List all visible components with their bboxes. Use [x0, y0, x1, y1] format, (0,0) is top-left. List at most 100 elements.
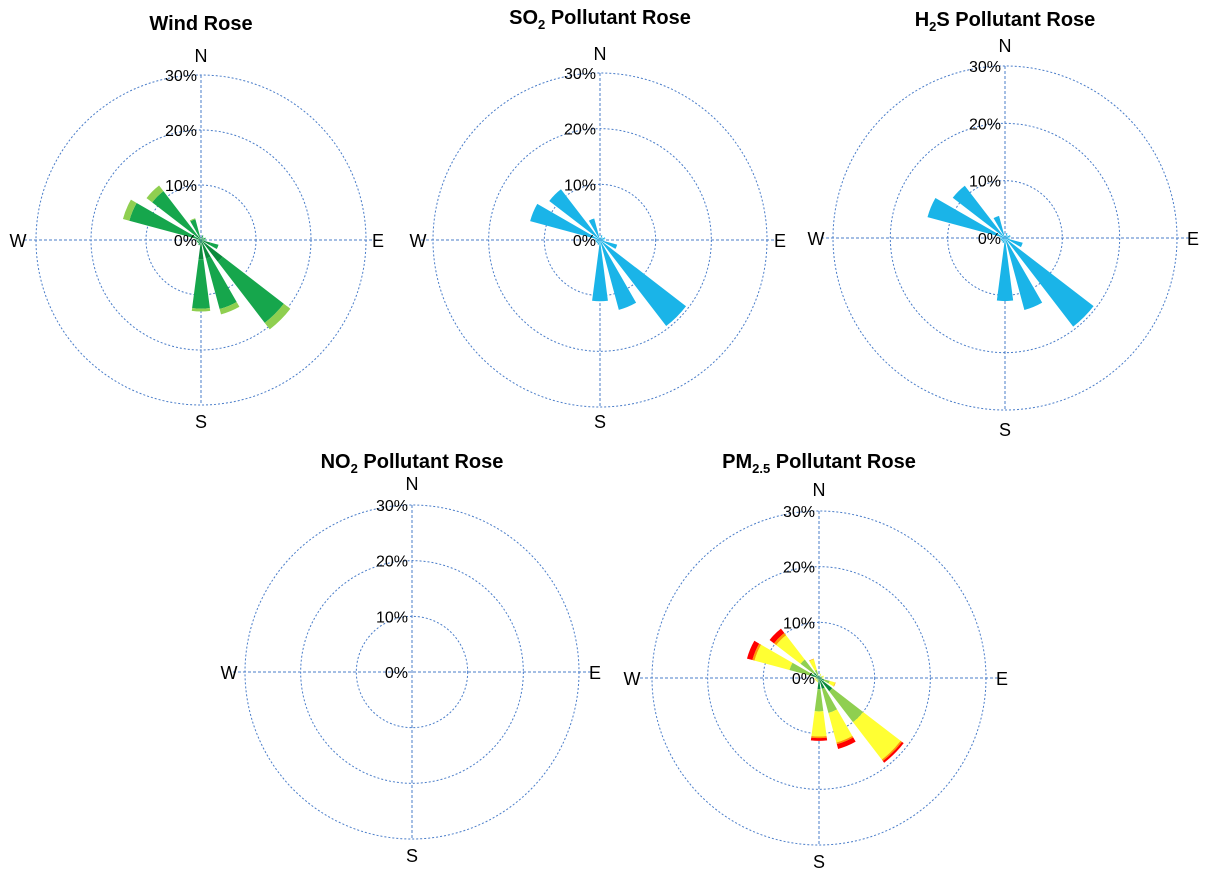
bar-ESE-s1: [823, 679, 830, 684]
ring-label: 20%: [564, 122, 596, 139]
cardinal-e: E: [996, 669, 1008, 689]
ring-label: 20%: [376, 554, 408, 571]
bar-NW-s2: [776, 635, 805, 664]
bar-NE-s0: [1005, 235, 1008, 238]
cardinal-e: E: [774, 231, 786, 251]
bar-NNE-s0: [600, 235, 603, 240]
bar-S-s0: [592, 240, 608, 302]
bar-E-s1: [203, 239, 206, 241]
bar-NW-s1: [152, 191, 197, 236]
bar-NNW-s0: [588, 218, 600, 240]
bar-W-s1: [196, 239, 198, 241]
bar-NE-s0: [819, 677, 820, 678]
bar-ENE-s2: [821, 675, 824, 678]
bar-NNW-s0: [199, 236, 201, 240]
bar-SSW-s0: [199, 240, 201, 244]
cardinal-e: E: [589, 663, 601, 683]
bar-WSW-s2: [814, 678, 817, 681]
bar-SE-s0: [819, 678, 833, 692]
bar-WNW-s4: [746, 640, 760, 661]
bar-SE-s4: [882, 741, 904, 763]
ring-label: 0%: [978, 231, 1001, 248]
bar-S-s2: [191, 308, 211, 312]
bar-NE-s1: [819, 676, 821, 678]
bar-SW-s0: [1001, 238, 1005, 242]
rose-panel-4: PM2.5 Pollutant Rose 0% 10% 20% 30% N S W E: [624, 451, 1009, 872]
bar-E-s0: [1005, 237, 1010, 239]
cardinal-s: S: [195, 412, 207, 432]
bar-SSE-s3: [836, 735, 854, 745]
bar-ENE-s0: [1005, 235, 1011, 238]
bar-SSE-s0: [201, 240, 211, 259]
cardinal-s: S: [999, 420, 1011, 440]
ring-label: 30%: [376, 498, 408, 515]
bar-SSE-s1: [206, 256, 237, 310]
ring-label: 10%: [564, 177, 596, 194]
cardinal-e: E: [1187, 229, 1199, 249]
cardinal-n: N: [594, 44, 607, 64]
bar-NW-s0: [952, 185, 1005, 238]
cardinal-n: N: [406, 474, 419, 494]
bar-SSE-s2: [828, 709, 853, 743]
bar-NW-s3: [773, 632, 787, 646]
bar-SSE-s0: [819, 678, 825, 689]
bar-SW-s0: [198, 240, 201, 243]
rose-title: SO2 Pollutant Rose: [509, 7, 691, 32]
bar-W-s1: [815, 677, 818, 679]
bar-WNW-s1: [789, 662, 812, 676]
cardinal-w: W: [410, 231, 427, 251]
bar-NNE-s1: [201, 235, 204, 238]
bar-WNW-s0: [195, 237, 201, 240]
ring-label: 10%: [165, 178, 197, 195]
cardinal-n: N: [195, 46, 208, 66]
bar-NW-s1: [800, 659, 815, 674]
bar-WNW-s0: [927, 197, 1005, 238]
bar-S-s0: [996, 238, 1014, 302]
bar-WSW-s1: [196, 240, 199, 243]
rose-panel-0: Wind Rose 0% 10% 20% 30% N S W E: [10, 13, 385, 432]
cardinal-s: S: [406, 846, 418, 866]
ring-label: 10%: [969, 174, 1001, 191]
bar-NNW-s3: [809, 658, 814, 662]
bar-NW-s0: [549, 189, 600, 240]
bar-SSW-s0: [1002, 238, 1005, 243]
bar-SW-s1: [197, 241, 200, 244]
bar-NW-s2: [146, 185, 164, 203]
cardinal-n: N: [999, 36, 1012, 56]
ring-label: 30%: [564, 66, 596, 83]
bar-WSW-s0: [198, 240, 201, 242]
bar-WSW-s0: [1000, 238, 1005, 241]
bar-SSW-s1: [198, 242, 201, 246]
bar-NW-s4: [769, 628, 785, 644]
bar-WSW-s0: [817, 678, 819, 679]
bar-E-s2: [822, 677, 824, 679]
bar-NNE-s0: [819, 676, 820, 678]
rose-panel-2: H2S Pollutant Rose 0% 10% 20% 30% N S W E: [808, 9, 1200, 440]
cardinal-s: S: [813, 852, 825, 872]
bar-WNW-s0: [530, 203, 600, 240]
ring-label: 10%: [376, 609, 408, 626]
ring-label: 0%: [174, 233, 197, 250]
bar-SE-s0: [1005, 238, 1094, 327]
bar-SE-s2: [852, 711, 901, 760]
bar-S-s0: [198, 240, 204, 260]
cardinal-w: W: [221, 663, 238, 683]
bar-ENE-s1: [203, 237, 206, 240]
ring-label: 30%: [783, 504, 815, 521]
bar-NNW-s2: [809, 659, 817, 671]
bar-SE-s1: [217, 256, 284, 323]
bar-ENE-s0: [201, 238, 205, 240]
bar-WSW-s1: [816, 678, 819, 680]
bar-S-s1: [192, 259, 210, 309]
bar-NNE-s1: [819, 674, 821, 677]
cardinal-w: W: [808, 229, 825, 249]
bar-E-s0: [600, 239, 605, 241]
bar-E-s0: [201, 239, 204, 241]
bar-S-s4: [810, 737, 828, 741]
bar-SSW-s0: [597, 240, 600, 245]
rose-title: H2S Pollutant Rose: [915, 9, 1096, 34]
bar-ESE-s0: [819, 678, 825, 681]
ring-label: 0%: [385, 665, 408, 682]
bar-S-s1: [814, 689, 824, 712]
